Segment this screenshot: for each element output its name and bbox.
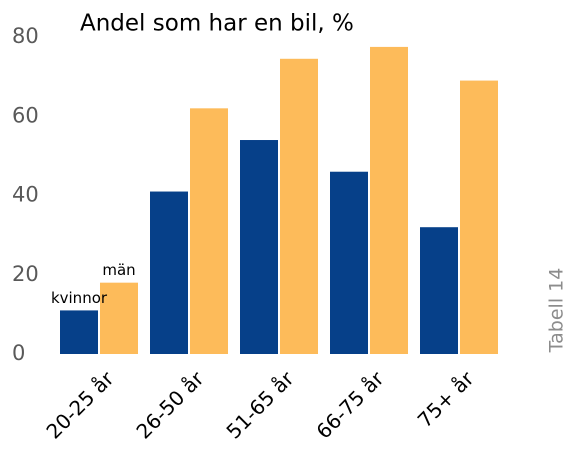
x-tick-label: 75+ år: [413, 366, 479, 432]
x-tick-label: 66-75 år: [311, 366, 389, 444]
x-tick-label: 51-65 år: [221, 366, 299, 444]
note: Tabell 14: [546, 268, 563, 354]
bar: [60, 310, 98, 354]
chart-title: Andel som har en bil, %: [80, 11, 354, 37]
y-tick-label: 20: [12, 262, 39, 286]
bar: [150, 191, 188, 354]
bar: [460, 80, 498, 355]
legend-label: män: [102, 261, 135, 279]
x-tick-label: 20-25 år: [41, 366, 119, 444]
y-tick-label: 80: [12, 24, 39, 48]
bar: [240, 140, 278, 354]
bar: [100, 282, 138, 354]
y-tick-label: 0: [12, 341, 25, 365]
x-tick-label: 26-50 år: [131, 366, 209, 444]
y-tick-label: 40: [12, 183, 39, 207]
bar: [370, 46, 408, 354]
bar: [420, 227, 458, 354]
bar: [190, 108, 228, 354]
legend-label: kvinnor: [51, 289, 108, 307]
bar: [280, 58, 318, 354]
bar: [330, 171, 368, 354]
y-tick-label: 60: [12, 103, 39, 127]
